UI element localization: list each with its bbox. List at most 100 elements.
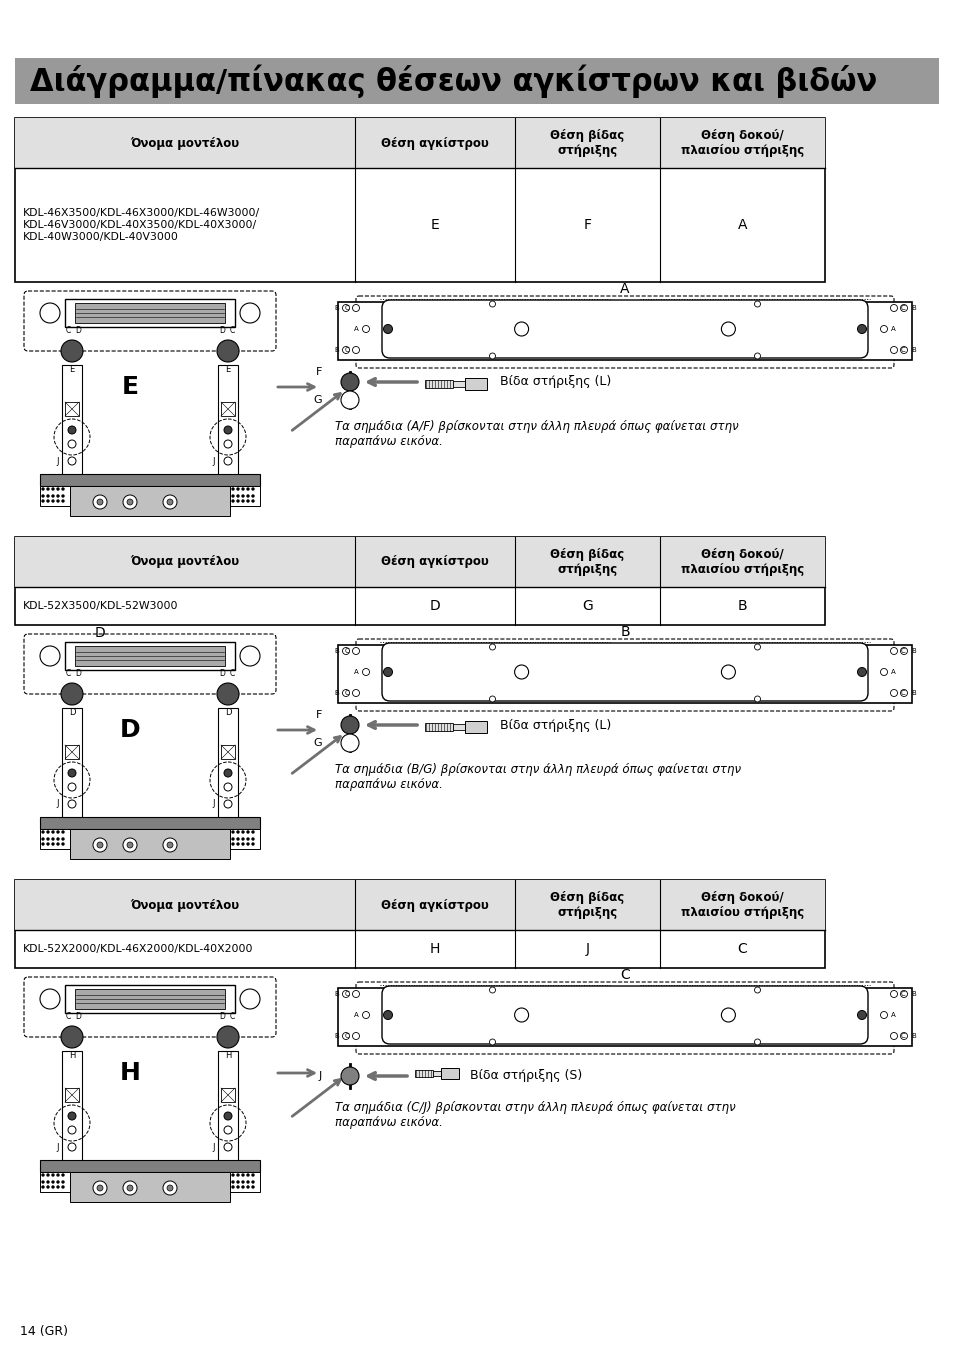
Text: D: D [75,669,81,678]
Text: C: C [900,992,904,997]
Circle shape [252,488,253,490]
Text: J: J [585,942,589,957]
Circle shape [224,784,232,790]
Text: C: C [66,669,71,678]
Circle shape [857,324,865,334]
Circle shape [97,499,103,505]
Circle shape [240,303,260,323]
Circle shape [754,696,760,703]
Circle shape [42,831,44,834]
Circle shape [236,1174,239,1175]
Circle shape [383,667,392,677]
Circle shape [247,1181,249,1183]
Circle shape [57,488,59,490]
Circle shape [52,843,54,844]
Circle shape [163,494,177,509]
Circle shape [123,838,137,852]
Text: B: B [910,690,915,696]
Bar [221,1088,234,1102]
Circle shape [224,1143,232,1151]
Text: E: E [430,218,439,232]
Text: G: G [313,394,322,405]
Circle shape [900,647,906,654]
Circle shape [232,838,233,840]
Text: B: B [910,648,915,654]
Circle shape [240,989,260,1009]
Bar [40,1173,70,1192]
Circle shape [754,988,760,993]
Circle shape [47,843,49,844]
Circle shape [57,838,59,840]
Circle shape [362,326,369,332]
Text: D: D [225,708,231,717]
Text: B: B [334,1034,338,1039]
Circle shape [47,500,49,503]
Circle shape [92,494,107,509]
Text: B: B [619,626,629,639]
Text: B: B [910,992,915,997]
Circle shape [62,494,64,497]
Circle shape [514,665,528,680]
Text: Τα σημάδια (C/J) βρίσκονται στην άλλη πλευρά όπως φαίνεται στην
παραπάνω εικόνα.: Τα σημάδια (C/J) βρίσκονται στην άλλη πλ… [335,1101,735,1129]
Text: C: C [737,942,746,957]
Circle shape [352,647,359,654]
Circle shape [889,990,897,997]
Circle shape [247,843,249,844]
Text: D: D [75,1012,81,1021]
Circle shape [514,1008,528,1021]
Text: C: C [900,648,904,654]
Text: C: C [344,1034,349,1039]
Circle shape [342,689,349,697]
Text: G: G [313,738,322,748]
FancyBboxPatch shape [381,643,867,701]
Circle shape [900,689,906,697]
Circle shape [754,353,760,359]
Circle shape [252,1181,253,1183]
Circle shape [68,800,76,808]
Circle shape [857,667,865,677]
Text: J: J [56,1143,59,1151]
Text: B: B [334,690,338,696]
Circle shape [889,689,897,697]
Text: Τα σημάδια (A/F) βρίσκονται στην άλλη πλευρά όπως φαίνεται στην
παραπάνω εικόνα.: Τα σημάδια (A/F) βρίσκονται στην άλλη πλ… [335,420,738,449]
Circle shape [123,494,137,509]
Circle shape [62,843,64,844]
Text: D: D [94,626,105,640]
Circle shape [52,1186,54,1188]
Circle shape [889,346,897,354]
Circle shape [232,494,233,497]
Text: Διάγραμμα/πίνακας θέσεων αγκίστρων και βιδών: Διάγραμμα/πίνακας θέσεων αγκίστρων και β… [30,65,877,97]
Text: A: A [737,218,746,232]
Text: C: C [229,326,234,335]
Circle shape [47,831,49,834]
Circle shape [754,644,760,650]
Text: Θέση βίδας
στήριξης: Θέση βίδας στήριξης [550,892,624,919]
Text: A: A [890,1012,895,1019]
Text: C: C [900,305,904,311]
Circle shape [62,831,64,834]
Circle shape [754,1039,760,1046]
Circle shape [352,346,359,354]
Text: Θέση αγκίστρου: Θέση αγκίστρου [381,898,488,912]
Circle shape [42,500,44,503]
Circle shape [52,500,54,503]
Circle shape [232,1186,233,1188]
Bar [70,830,230,859]
Circle shape [57,494,59,497]
Bar [15,118,824,282]
Circle shape [362,1012,369,1019]
Circle shape [68,1125,76,1133]
Circle shape [252,1186,253,1188]
Bar [15,58,938,104]
Bar [75,989,225,1009]
Circle shape [52,494,54,497]
Circle shape [52,1181,54,1183]
Circle shape [224,769,232,777]
Circle shape [900,1032,906,1039]
Circle shape [242,838,244,840]
Bar [230,1173,260,1192]
Circle shape [252,831,253,834]
Text: Θέση αγκίστρου: Θέση αγκίστρου [381,136,488,150]
Text: B: B [910,1034,915,1039]
Circle shape [340,716,358,734]
